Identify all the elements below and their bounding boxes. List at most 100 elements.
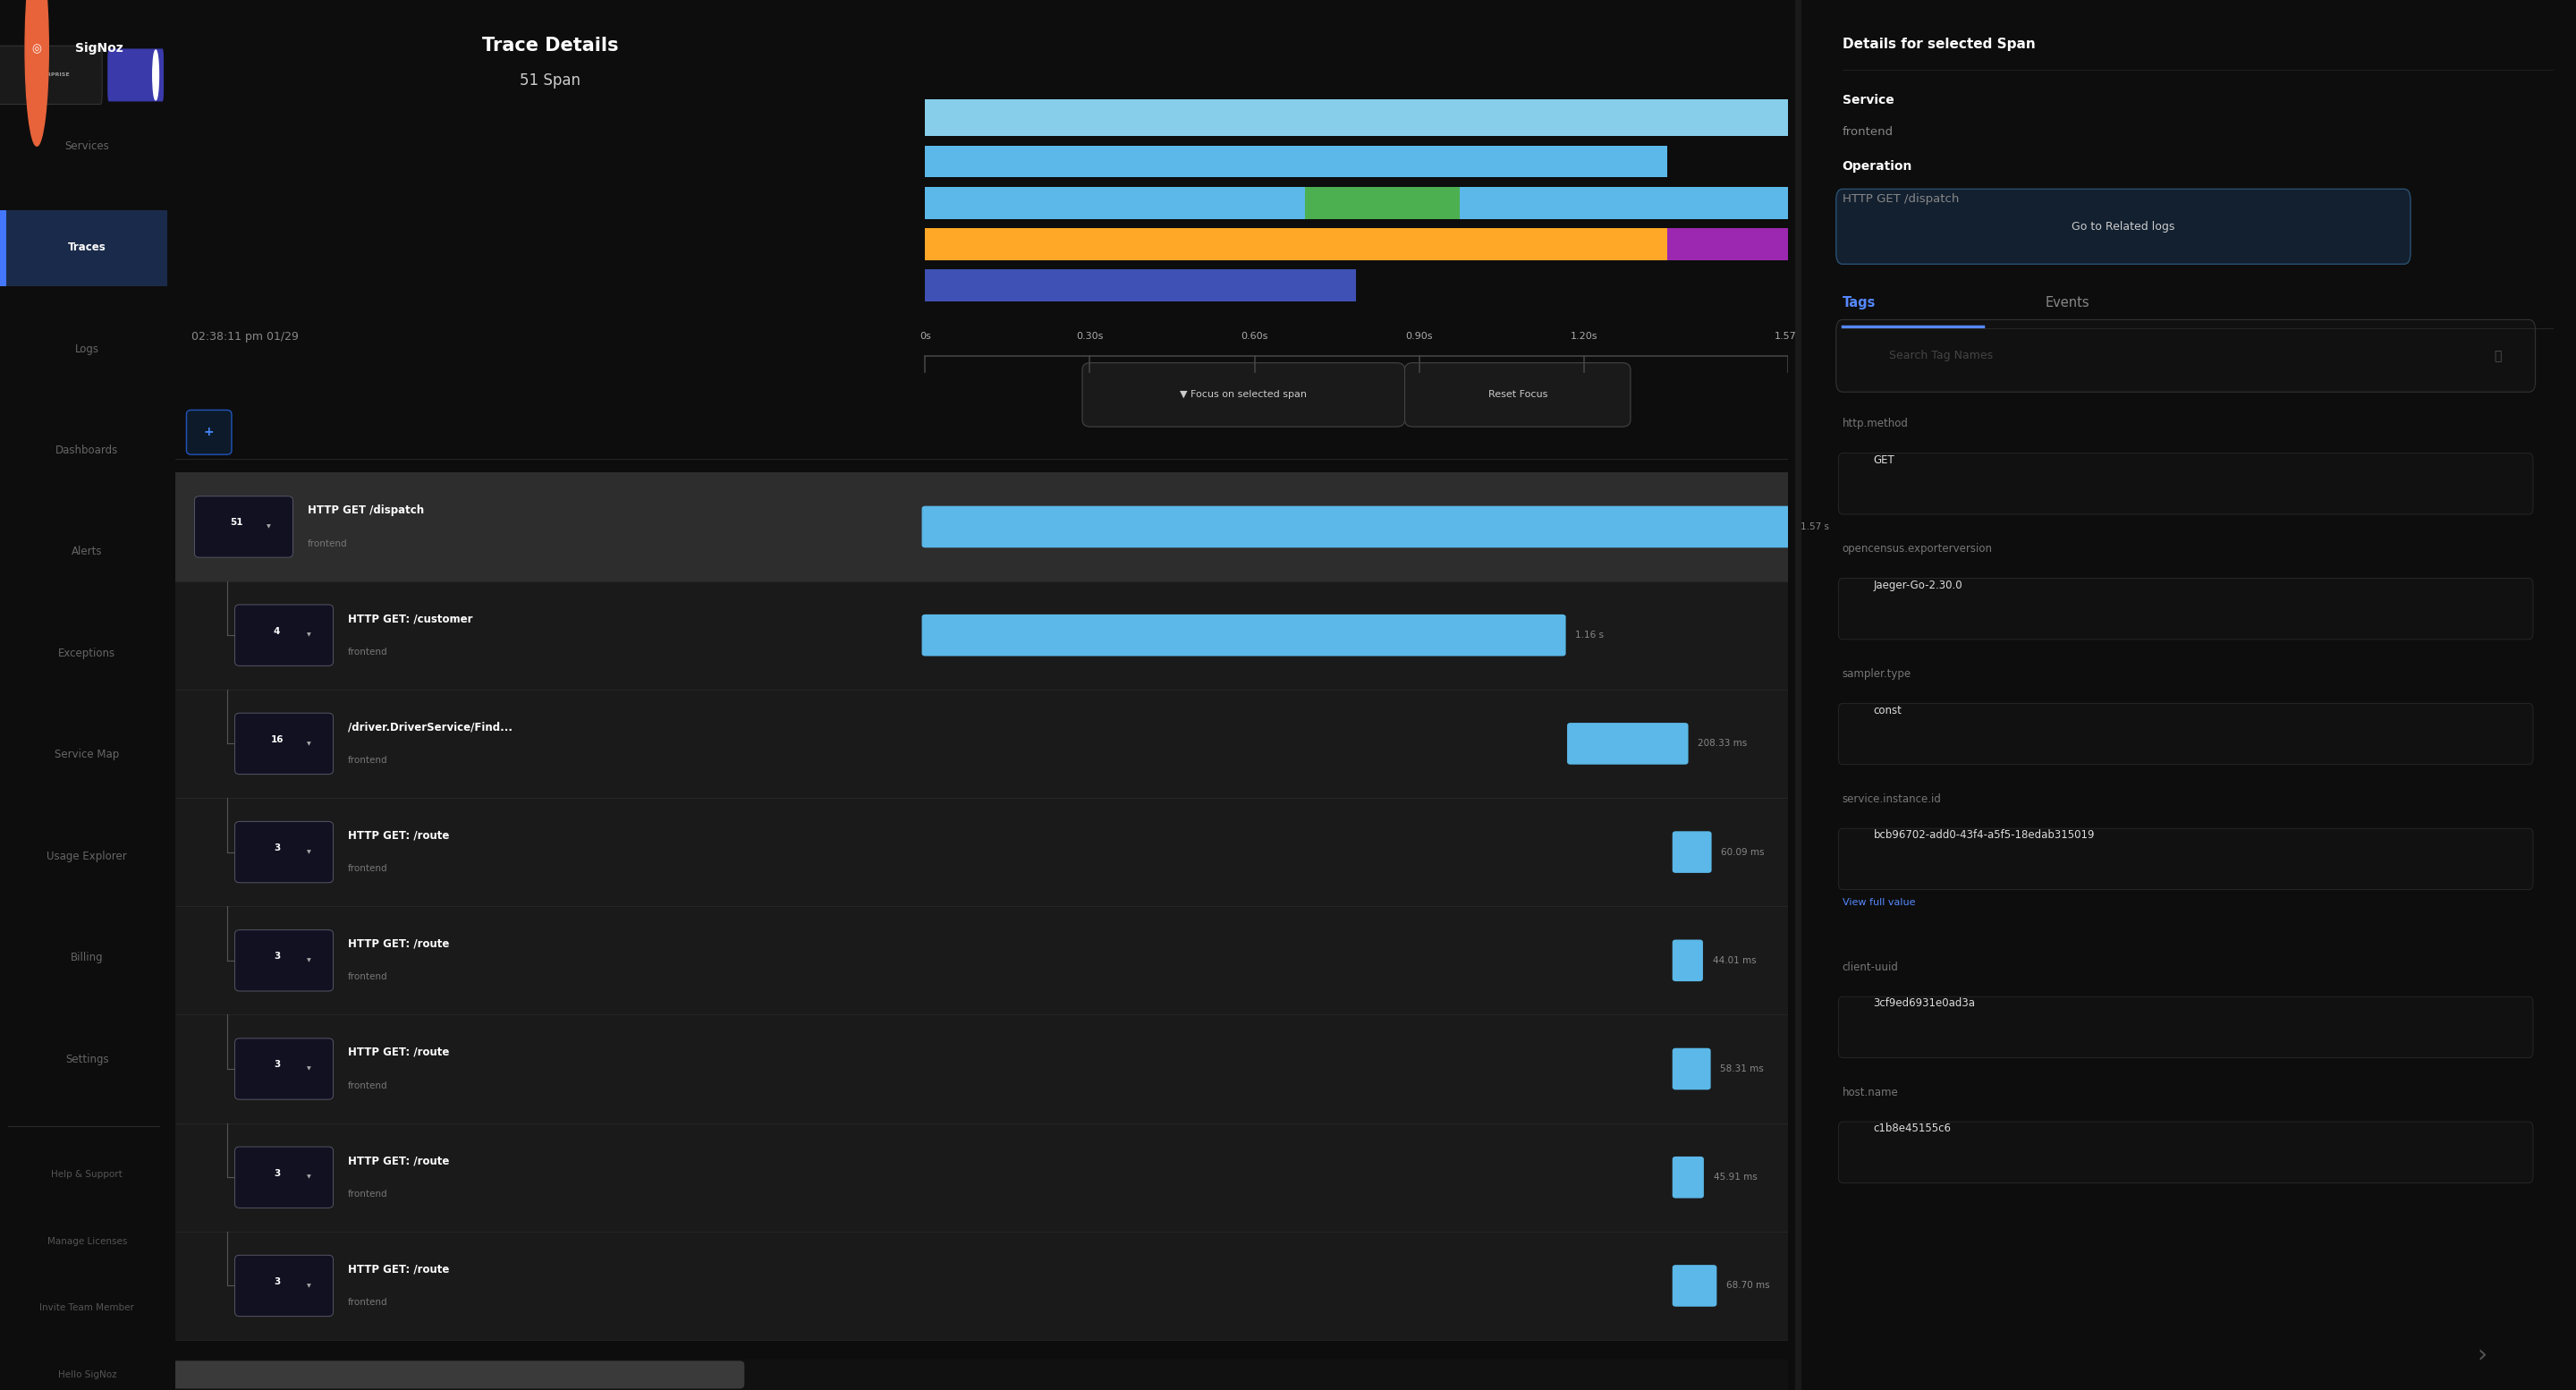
Bar [175, 689, 1788, 798]
Text: SigNoz: SigNoz [75, 42, 124, 56]
Text: GET: GET [1873, 455, 1896, 466]
Text: HTTP GET: /route: HTTP GET: /route [348, 1047, 448, 1058]
Text: Jaeger-Go-2.30.0: Jaeger-Go-2.30.0 [1873, 580, 1963, 591]
Text: 208.33 ms: 208.33 ms [1698, 739, 1747, 748]
Text: opencensus.exporterversion: opencensus.exporterversion [1842, 543, 1994, 555]
Text: 1.57 s: 1.57 s [1801, 523, 1829, 531]
FancyBboxPatch shape [1566, 723, 1687, 764]
Text: HTTP GET /dispatch: HTTP GET /dispatch [1842, 193, 1958, 204]
Text: 51 Span: 51 Span [520, 72, 580, 89]
Text: 60.09 ms: 60.09 ms [1721, 848, 1765, 856]
Text: 3cf9ed6931e0ad3a: 3cf9ed6931e0ad3a [1873, 998, 1976, 1009]
Text: HTTP GET: /customer: HTTP GET: /customer [348, 613, 471, 624]
Text: 1.20s: 1.20s [1571, 332, 1597, 341]
Text: Tags: Tags [1842, 296, 1875, 310]
FancyBboxPatch shape [196, 496, 294, 557]
Text: host.name: host.name [1842, 1087, 1899, 1098]
Text: 0.60s: 0.60s [1242, 332, 1267, 341]
Text: ⌕: ⌕ [2494, 349, 2501, 363]
FancyBboxPatch shape [922, 614, 1566, 656]
Text: Go to Related logs: Go to Related logs [2071, 221, 2174, 232]
Text: Traces: Traces [67, 242, 106, 253]
Text: ▼: ▼ [265, 524, 270, 530]
Circle shape [26, 0, 49, 146]
Text: /driver.DriverService/Find...: /driver.DriverService/Find... [348, 721, 513, 733]
Text: ▼: ▼ [307, 958, 312, 963]
FancyBboxPatch shape [234, 1147, 332, 1208]
FancyBboxPatch shape [1839, 997, 2532, 1058]
FancyBboxPatch shape [234, 930, 332, 991]
Text: http.method: http.method [1842, 418, 1909, 430]
Bar [175, 1232, 1788, 1340]
Bar [1667, 228, 1788, 260]
FancyBboxPatch shape [1839, 828, 2532, 890]
Text: ▼: ▼ [307, 849, 312, 855]
Bar [925, 270, 1358, 302]
Text: Hello SigNoz: Hello SigNoz [57, 1371, 116, 1379]
FancyBboxPatch shape [1837, 320, 2535, 392]
Bar [925, 100, 1788, 136]
FancyBboxPatch shape [234, 713, 332, 774]
Text: 4: 4 [273, 627, 281, 635]
Text: ▼: ▼ [307, 1283, 312, 1289]
Bar [175, 473, 1788, 581]
Text: HTTP GET: /route: HTTP GET: /route [348, 830, 448, 841]
Text: frontend: frontend [1842, 126, 1893, 138]
Text: Dashboards: Dashboards [57, 445, 118, 456]
Text: Search Tag Names: Search Tag Names [1888, 350, 1994, 361]
Text: frontend: frontend [348, 865, 386, 873]
Bar [175, 798, 1788, 906]
Bar [175, 1359, 1788, 1390]
Text: Service: Service [1842, 93, 1893, 107]
Text: 58.31 ms: 58.31 ms [1721, 1065, 1765, 1073]
Text: 02:38:11 pm 01/29: 02:38:11 pm 01/29 [191, 331, 299, 342]
Text: 44.01 ms: 44.01 ms [1713, 956, 1757, 965]
Text: frontend: frontend [348, 1298, 386, 1307]
Text: Alerts: Alerts [72, 546, 103, 557]
Text: 3: 3 [273, 1169, 281, 1177]
FancyBboxPatch shape [1672, 1265, 1716, 1307]
Bar [1744, 228, 1770, 260]
FancyBboxPatch shape [922, 506, 1790, 548]
Text: frontend: frontend [348, 1081, 386, 1090]
Text: ▼: ▼ [307, 632, 312, 638]
Text: ENTERPRISE: ENTERPRISE [31, 72, 70, 78]
Text: HTTP GET: /route: HTTP GET: /route [348, 938, 448, 949]
Text: service.instance.id: service.instance.id [1842, 794, 1942, 805]
Text: HTTP GET /dispatch: HTTP GET /dispatch [307, 505, 425, 516]
Text: Usage Explorer: Usage Explorer [46, 851, 126, 862]
Text: Help & Support: Help & Support [52, 1170, 124, 1179]
Bar [175, 581, 1788, 689]
Text: 45.91 ms: 45.91 ms [1713, 1173, 1757, 1182]
FancyBboxPatch shape [0, 210, 167, 286]
Text: +: + [204, 425, 214, 439]
Bar [925, 186, 1788, 218]
Text: 16: 16 [270, 735, 283, 744]
Text: ◎: ◎ [31, 43, 41, 54]
Bar [175, 1123, 1788, 1232]
Text: ›: › [2478, 1343, 2488, 1368]
FancyBboxPatch shape [1404, 363, 1631, 427]
Text: 0.90s: 0.90s [1406, 332, 1432, 341]
FancyBboxPatch shape [170, 1361, 744, 1389]
FancyBboxPatch shape [1839, 453, 2532, 514]
Text: 1.57s: 1.57s [1775, 332, 1801, 341]
Text: HTTP GET: /route: HTTP GET: /route [348, 1155, 448, 1166]
FancyBboxPatch shape [1672, 1048, 1710, 1090]
FancyBboxPatch shape [234, 1255, 332, 1316]
Text: 51: 51 [229, 518, 242, 527]
Bar [1486, 186, 1788, 218]
Text: Operation: Operation [1842, 160, 1911, 174]
Text: 3: 3 [273, 1061, 281, 1069]
FancyBboxPatch shape [1839, 578, 2532, 639]
Text: client-uuid: client-uuid [1842, 962, 1899, 973]
FancyBboxPatch shape [1837, 189, 2411, 264]
Text: frontend: frontend [348, 1190, 386, 1198]
Text: frontend: frontend [348, 648, 386, 656]
Text: Services: Services [64, 140, 108, 152]
Text: View full value: View full value [1842, 898, 1914, 906]
Text: 1.16 s: 1.16 s [1577, 631, 1605, 639]
Text: ▼: ▼ [307, 1175, 312, 1180]
Text: frontend: frontend [348, 973, 386, 981]
FancyBboxPatch shape [108, 49, 165, 101]
